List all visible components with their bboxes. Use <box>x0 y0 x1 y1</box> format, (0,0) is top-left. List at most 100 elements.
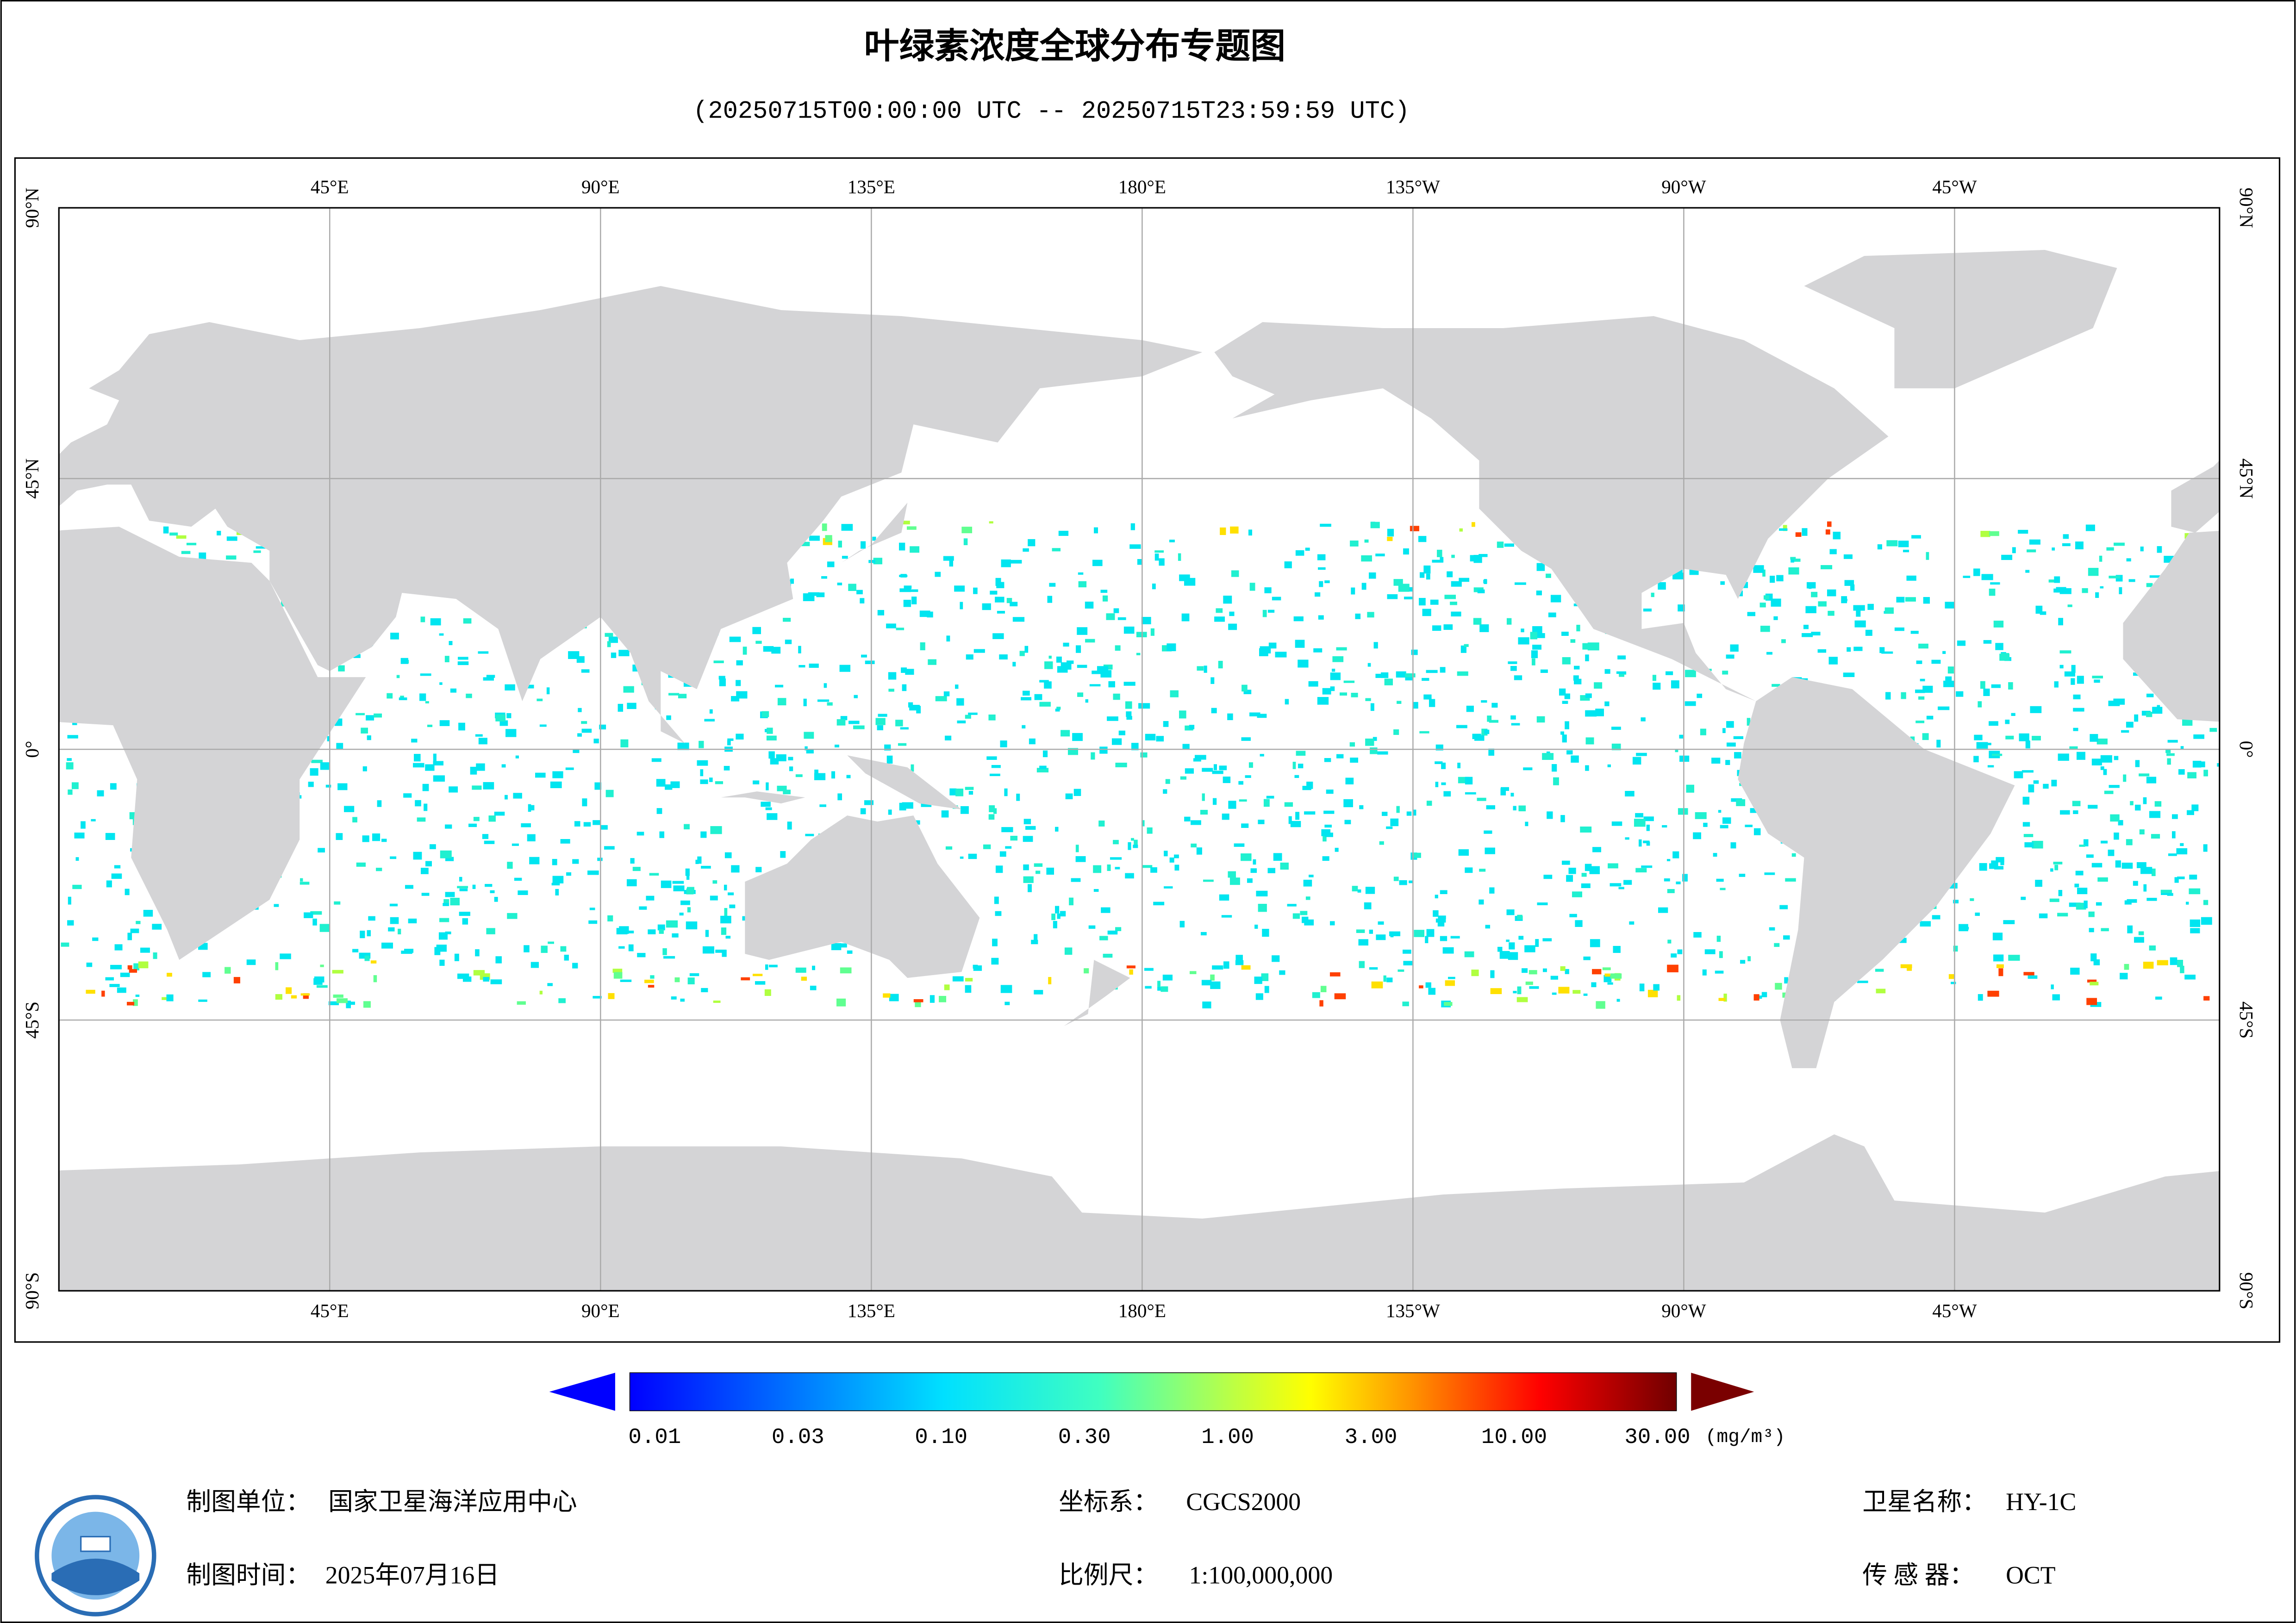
chlorophyll-pixel <box>804 732 814 739</box>
chlorophyll-pixel <box>670 781 680 788</box>
chlorophyll-pixel <box>2058 753 2069 761</box>
chlorophyll-pixel <box>495 956 502 964</box>
chlorophyll-pixel <box>1157 981 1161 989</box>
chlorophyll-pixel <box>1262 609 1267 617</box>
chlorophyll-pixel <box>1938 706 1950 710</box>
chlorophyll-pixel <box>883 993 891 998</box>
chlorophyll-pixel <box>1923 597 1930 604</box>
chlorophyll-pixel <box>1387 536 1393 541</box>
chlorophyll-pixel <box>1718 810 1722 813</box>
chlorophyll-pixel <box>1361 583 1366 590</box>
chlorophyll-pixel <box>770 758 779 765</box>
chlorophyll-pixel <box>1242 684 1248 692</box>
chlorophyll-pixel <box>1330 686 1335 691</box>
chlorophyll-pixel <box>989 805 995 812</box>
chlorophyll-pixel <box>1419 985 1423 989</box>
chlorophyll-pixel <box>787 821 792 830</box>
chlorophyll-pixel <box>312 918 317 926</box>
chlorophyll-pixel <box>771 647 781 654</box>
chlorophyll-pixel <box>1022 690 1030 696</box>
chlorophyll-pixel <box>304 912 313 918</box>
chlorophyll-pixel <box>275 994 282 1000</box>
chlorophyll-pixel <box>765 807 772 810</box>
chlorophyll-pixel <box>2180 965 2184 973</box>
chlorophyll-pixel <box>1479 869 1486 872</box>
chlorophyll-pixel <box>1419 731 1429 734</box>
chlorophyll-pixel <box>1267 609 1275 613</box>
chlorophyll-pixel <box>2100 755 2112 763</box>
chlorophyll-pixel <box>888 672 897 680</box>
chlorophyll-pixel <box>2189 888 2201 895</box>
chlorophyll-pixel <box>1352 886 1358 892</box>
chlorophyll-pixel <box>1160 986 1168 992</box>
chlorophyll-pixel <box>1046 867 1054 875</box>
chlorophyll-pixel <box>1753 565 1764 573</box>
chlorophyll-pixel <box>780 851 786 858</box>
chlorophyll-pixel <box>840 716 848 721</box>
chlorophyll-pixel <box>651 758 661 762</box>
chlorophyll-pixel <box>440 850 452 858</box>
colorbar-tick-label: 10.00 <box>1481 1425 1547 1450</box>
chlorophyll-pixel <box>143 910 153 917</box>
chlorophyll-pixel <box>920 642 925 651</box>
chlorophyll-pixel <box>2021 770 2034 773</box>
chlorophyll-pixel <box>963 538 968 545</box>
chlorophyll-pixel <box>524 945 530 952</box>
chlorophyll-pixel <box>2087 979 2097 983</box>
chlorophyll-pixel <box>630 858 635 864</box>
chlorophyll-pixel <box>1373 642 1378 649</box>
chlorophyll-pixel <box>117 987 126 993</box>
chlorophyll-pixel <box>2025 570 2030 573</box>
chlorophyll-pixel <box>1229 611 1235 616</box>
chlorophyll-pixel <box>1603 975 1612 983</box>
chlorophyll-pixel <box>1592 847 1601 852</box>
chlorophyll-pixel <box>1451 581 1462 587</box>
chlorophyll-pixel <box>1693 832 1701 839</box>
chlorophyll-pixel <box>795 967 806 973</box>
chlorophyll-pixel <box>1150 867 1157 873</box>
chlorophyll-pixel <box>1856 610 1861 617</box>
chlorophyll-pixel <box>639 906 647 910</box>
chlorophyll-pixel <box>362 766 367 771</box>
chlorophyll-pixel <box>1107 716 1118 721</box>
chlorophyll-pixel <box>233 977 240 983</box>
chlorophyll-pixel <box>582 798 587 807</box>
chlorophyll-pixel <box>1371 981 1383 989</box>
chlorophyll-pixel <box>1398 969 1404 972</box>
chlorophyll-pixel <box>1509 942 1515 950</box>
lon-label-bottom: 135°E <box>848 1300 895 1321</box>
chlorophyll-pixel <box>736 734 744 740</box>
chlorophyll-pixel <box>568 651 580 659</box>
chlorophyll-pixel <box>1695 812 1707 819</box>
chlorophyll-pixel <box>1987 990 1999 997</box>
chlorophyll-pixel <box>539 724 547 727</box>
chlorophyll-pixel <box>2182 718 2193 726</box>
chlorophyll-pixel <box>1110 857 1122 860</box>
chlorophyll-pixel <box>1318 567 1326 570</box>
chlorophyll-pixel <box>1108 681 1115 688</box>
chlorophyll-pixel <box>809 535 820 541</box>
chlorophyll-pixel <box>1987 765 1994 768</box>
chlorophyll-pixel <box>1191 820 1201 825</box>
chlorophyll-pixel <box>433 761 443 766</box>
chlorophyll-pixel <box>2193 734 2204 739</box>
chlorophyll-pixel <box>1666 859 1671 861</box>
chlorophyll-pixel <box>513 793 522 799</box>
chlorophyll-pixel <box>1228 801 1236 809</box>
chlorophyll-pixel <box>1144 968 1154 971</box>
chlorophyll-pixel <box>1219 894 1229 901</box>
chlorophyll-pixel <box>841 524 853 531</box>
chlorophyll-pixel <box>2114 756 2119 760</box>
chlorophyll-pixel <box>1790 557 1796 560</box>
chlorophyll-pixel <box>1034 990 1043 995</box>
chlorophyll-pixel <box>1227 713 1233 721</box>
chlorophyll-pixel <box>1343 799 1353 808</box>
chlorophyll-pixel <box>374 713 382 718</box>
chlorophyll-pixel <box>1259 648 1268 656</box>
chlorophyll-pixel <box>1039 702 1051 707</box>
chlorophyll-pixel <box>607 641 611 647</box>
chlorophyll-pixel <box>1457 763 1461 769</box>
chlorophyll-pixel <box>1761 992 1767 997</box>
chlorophyll-pixel <box>286 987 292 994</box>
chlorophyll-pixel <box>618 650 630 657</box>
